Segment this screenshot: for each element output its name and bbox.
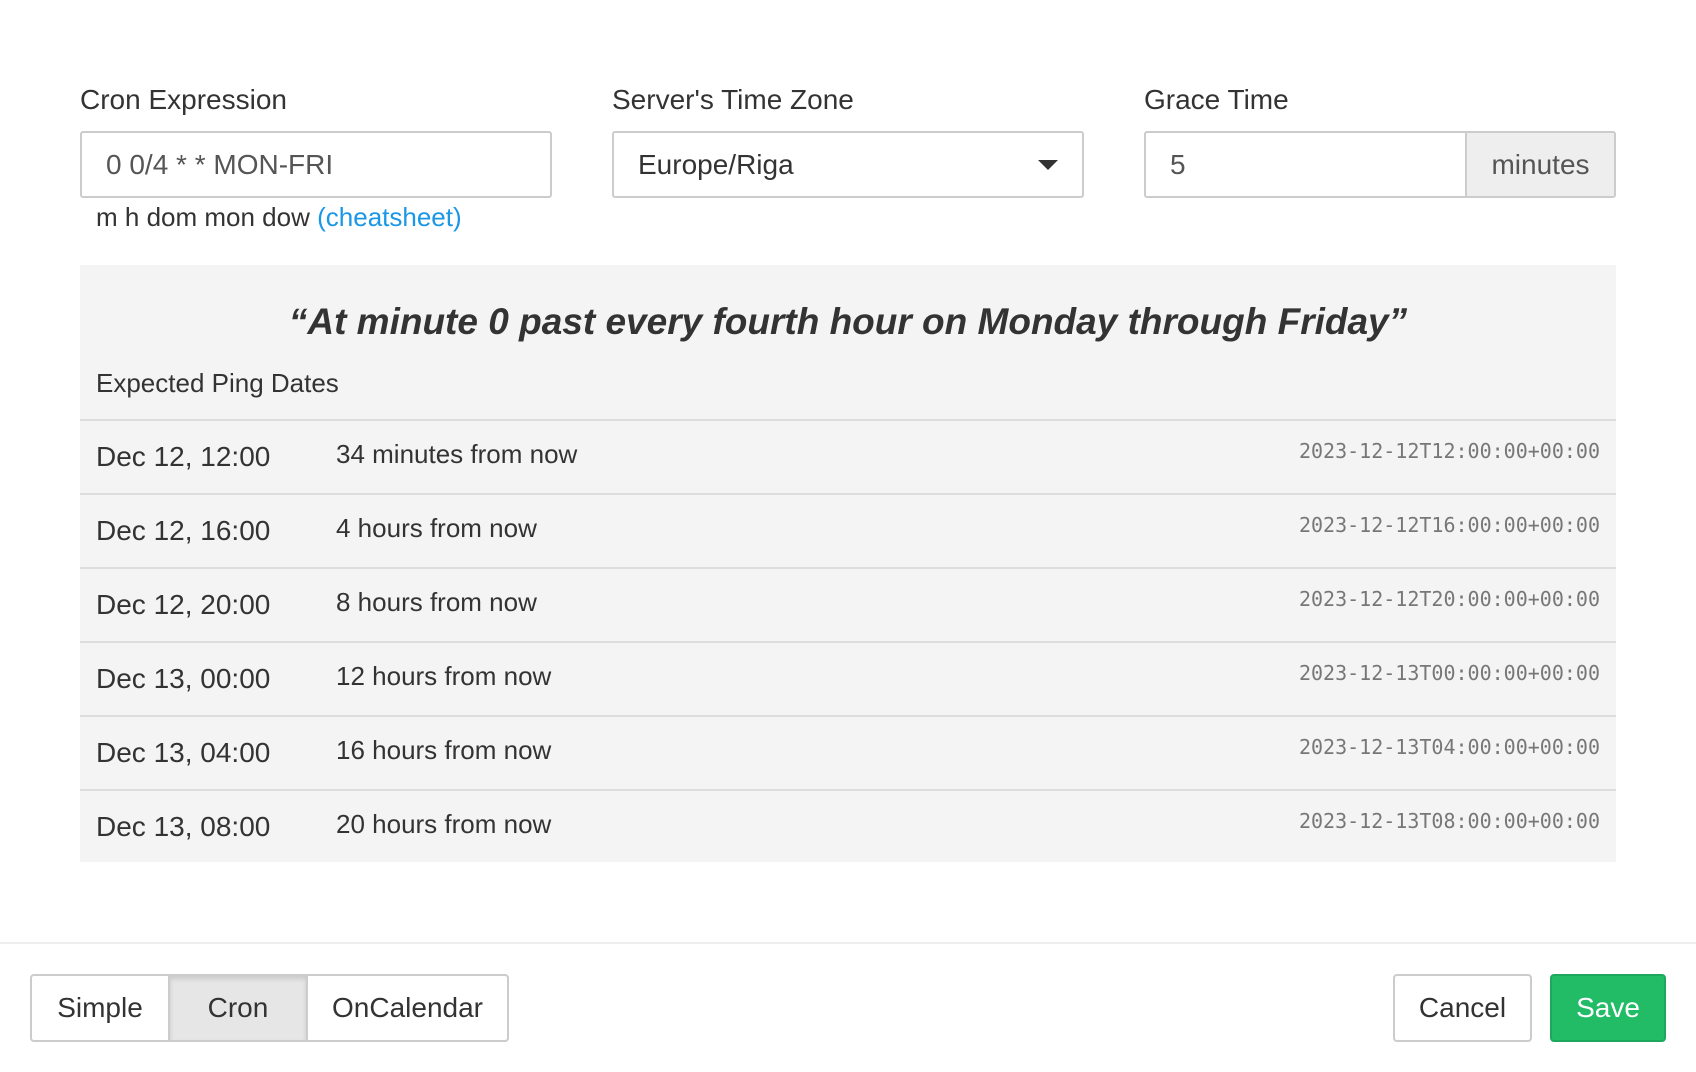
ping-date: Dec 12, 20:00	[96, 589, 271, 620]
ping-iso: 2023-12-13T00:00:00+00:00	[1298, 661, 1600, 685]
ping-date-row: Dec 13, 08:00 20 hours from now 2023-12-13…	[80, 789, 1616, 863]
chevron-down-icon	[1038, 159, 1058, 170]
footer-divider	[0, 942, 1696, 944]
grace-label: Grace Time	[1144, 84, 1289, 115]
ping-date: Dec 13, 00:00	[96, 663, 271, 694]
ping-iso: 2023-12-13T08:00:00+00:00	[1298, 809, 1600, 833]
grace-time-input-group: 5 minutes	[1144, 131, 1616, 198]
ping-date-row: Dec 13, 04:00 16 hours from now 2023-12-13…	[80, 715, 1616, 789]
ping-date: Dec 12, 16:00	[96, 515, 271, 546]
mode-oncalendar-button[interactable]: OnCalendar	[306, 974, 509, 1042]
grace-time-input[interactable]: 5	[1170, 148, 1186, 180]
cron-description: “At minute 0 past every fourth hour on M…	[288, 301, 1408, 342]
ping-date: Dec 13, 08:00	[96, 811, 271, 842]
cron-help: m h dom mon dow (cheatsheet)	[96, 202, 462, 233]
ping-relative: 8 hours from now	[336, 587, 537, 617]
ping-date-row: Dec 13, 00:00 12 hours from now 2023-12-13…	[80, 641, 1616, 715]
ping-relative: 20 hours from now	[336, 809, 552, 839]
ping-date: Dec 12, 12:00	[96, 441, 271, 472]
cron-expression-input[interactable]: 0 0/4 * * MON-FRI	[80, 131, 552, 198]
ping-date-row: Dec 12, 12:00 34 minutes from now 2023-12-…	[80, 419, 1616, 493]
timezone-value: Europe/Riga	[638, 148, 794, 180]
save-button[interactable]: Save	[1550, 974, 1666, 1042]
ping-relative: 34 minutes from now	[336, 439, 578, 469]
ping-date-row: Dec 12, 20:00 8 hours from now 2023-12-12T…	[80, 567, 1616, 641]
cheatsheet-link[interactable]: (cheatsheet)	[317, 202, 462, 232]
ping-iso: 2023-12-13T04:00:00+00:00	[1298, 735, 1600, 759]
ping-relative: 4 hours from now	[336, 513, 537, 543]
mode-cron-button[interactable]: Cron	[168, 974, 308, 1042]
cron-label: Cron Expression	[80, 84, 287, 115]
ping-iso: 2023-12-12T20:00:00+00:00	[1298, 587, 1600, 611]
timezone-label: Server's Time Zone	[612, 84, 854, 115]
cron-preview-panel: “At minute 0 past every fourth hour on M…	[80, 265, 1616, 862]
cron-fields-hint: m h dom mon dow	[96, 202, 310, 232]
ping-relative: 16 hours from now	[336, 735, 552, 765]
timezone-select[interactable]: Europe/Riga	[612, 131, 1084, 198]
ping-date: Dec 13, 04:00	[96, 737, 271, 768]
expected-ping-dates-label: Expected Ping Dates	[96, 368, 339, 398]
grace-unit: minutes	[1465, 133, 1614, 196]
ping-iso: 2023-12-12T16:00:00+00:00	[1298, 513, 1600, 537]
mode-simple-button[interactable]: Simple	[30, 974, 170, 1042]
ping-relative: 12 hours from now	[336, 661, 552, 691]
ping-iso: 2023-12-12T12:00:00+00:00	[1298, 439, 1600, 463]
cancel-button[interactable]: Cancel	[1393, 974, 1532, 1042]
ping-date-row: Dec 12, 16:00 4 hours from now 2023-12-12T…	[80, 493, 1616, 567]
cron-value: 0 0/4 * * MON-FRI	[106, 148, 334, 180]
